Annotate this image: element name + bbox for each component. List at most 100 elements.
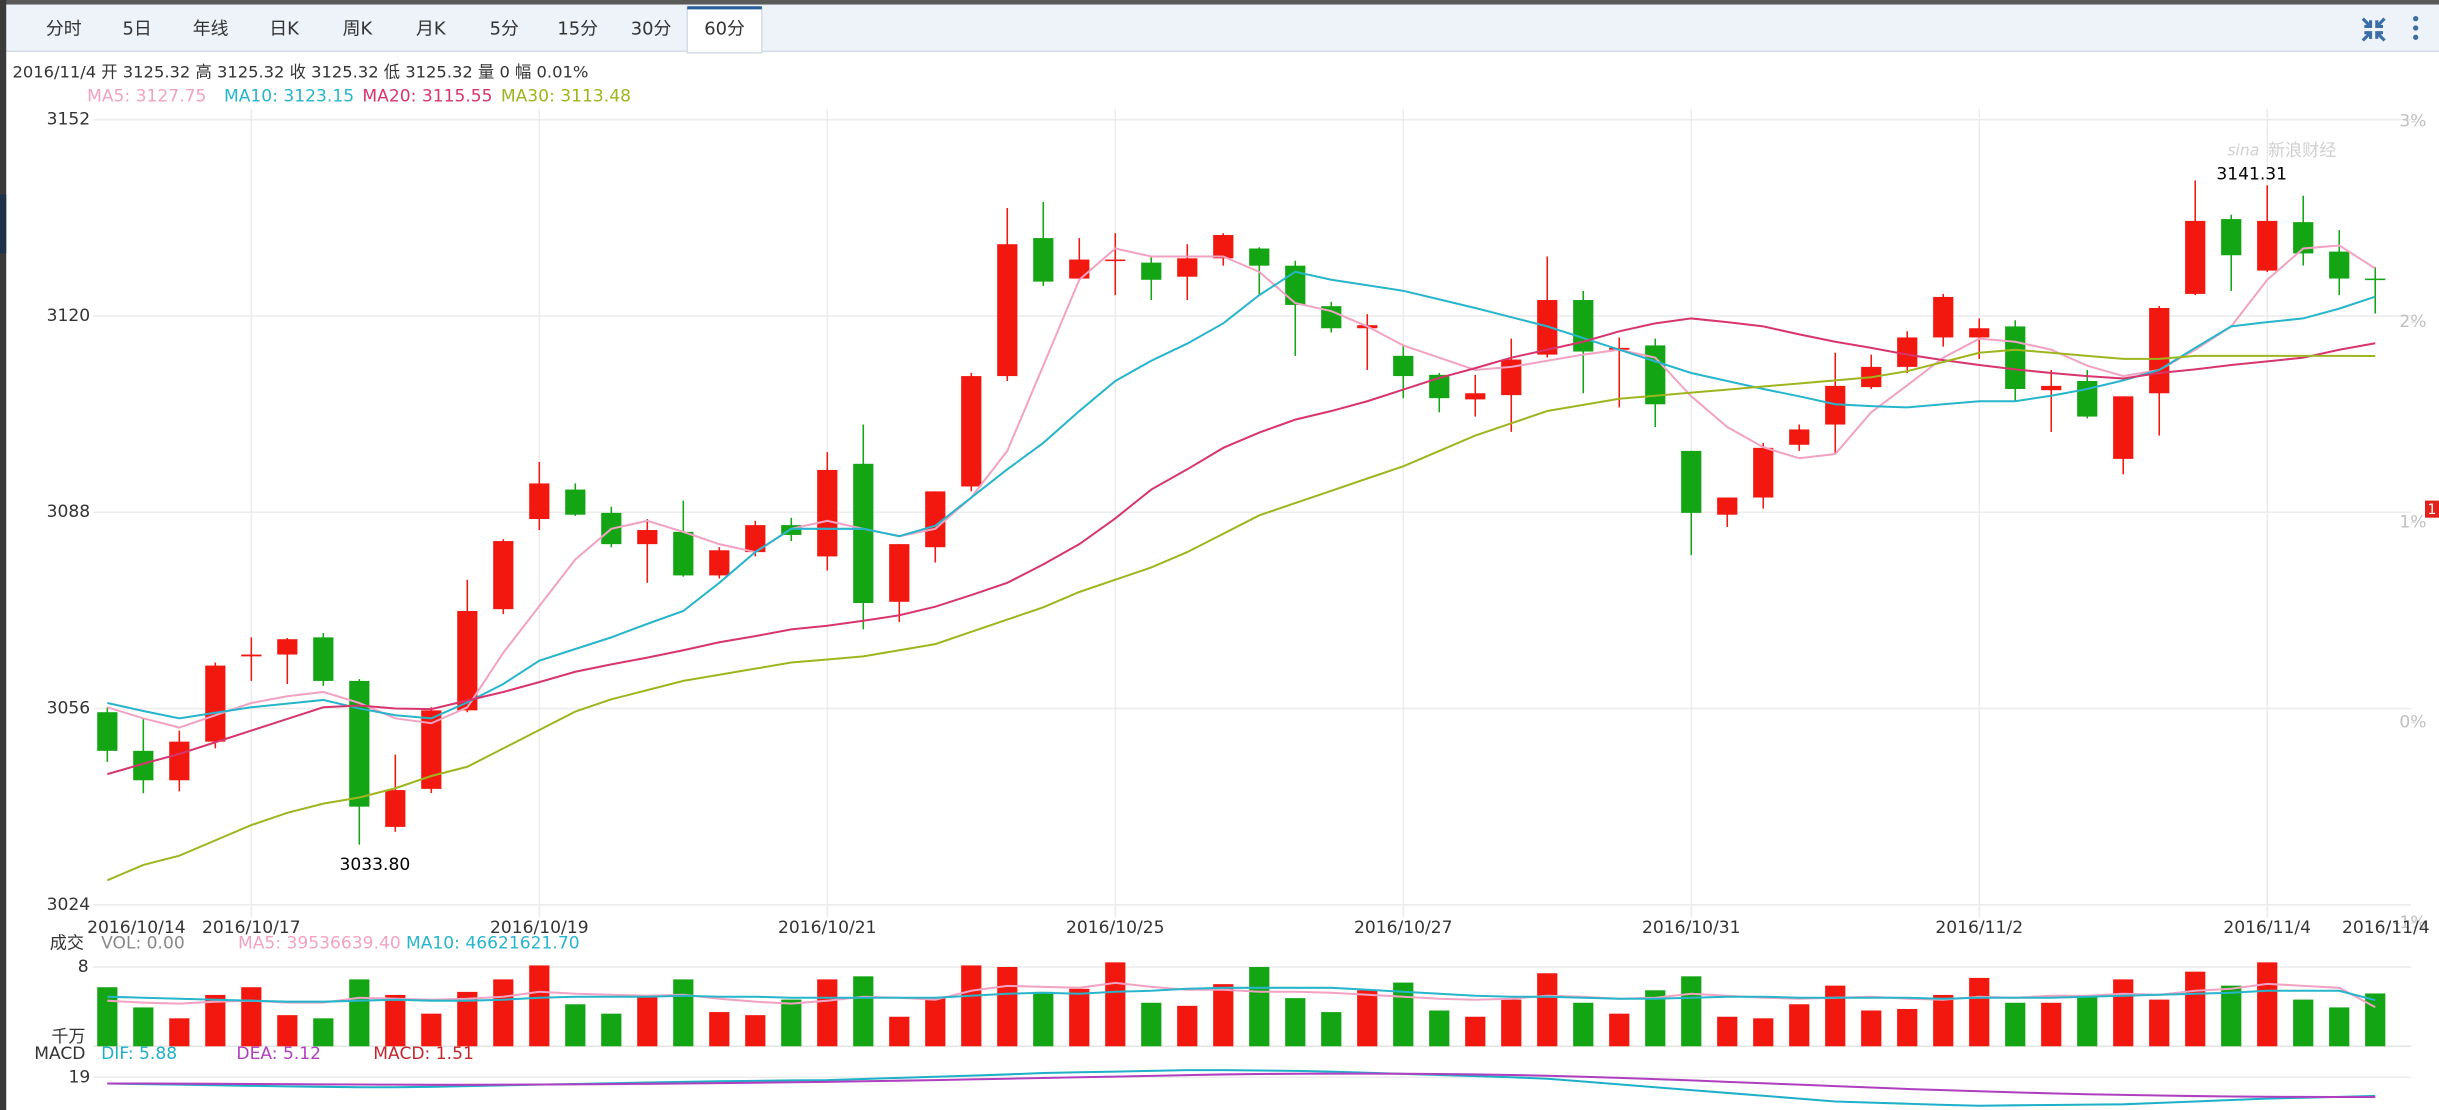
price-chart: 3024 3056 3088 3120 3152 -1% 0% 1% 2% 3% 2016/10/1… [47,86,2430,938]
tab[interactable]: 5日 [123,19,152,40]
volume-bar [2221,985,2242,1047]
tab-label: 15分 [557,19,598,40]
volume-bar [1537,973,1558,1047]
volume-bar [1393,982,1414,1047]
candle-body [313,637,334,681]
candle-body [97,712,118,751]
candle-body [781,525,802,535]
volume-bar [1789,1004,1810,1047]
candle-body [133,750,154,781]
tab-bar [0,4,2439,52]
candle-body [1429,374,1450,399]
candle-body [1105,259,1126,262]
tab[interactable]: 月K [416,19,447,40]
tab-label: 日K [269,19,300,40]
candle-body [673,531,694,576]
volume-bar [241,987,262,1047]
candle-body [1897,337,1918,367]
tab[interactable]: 周K [343,19,374,40]
candle-body [565,489,586,515]
candle-body [997,244,1018,377]
volume-bar [817,979,838,1047]
candle-body [2185,220,2206,294]
y-tick-label: 3024 [47,895,91,915]
volume-bar [2293,999,2314,1047]
icon-part [2375,31,2386,42]
y2-tick-label: 1% [2399,512,2426,532]
volume-bar [1969,977,1990,1047]
volume-bar [1321,1012,1342,1047]
volume-bar [421,1013,442,1047]
tab[interactable]: 30分 [631,19,672,40]
menu-icon[interactable] [2413,16,2419,40]
tab-active-bg [686,6,763,54]
tab[interactable]: 年线 [193,19,229,40]
candle-body [2005,326,2026,389]
volume-bar [1105,962,1126,1047]
candle-body [745,525,766,553]
volume-bar [781,999,802,1047]
volume-bar [1897,1009,1918,1047]
tab[interactable]: 日K [269,19,300,40]
icon-part [2375,17,2386,28]
tab-label: 5分 [490,19,519,40]
volume-bar [1069,988,1090,1047]
series-line [107,1072,2376,1099]
volume-bar [313,1018,334,1047]
candle-body [1393,355,1414,377]
candle-body [1681,450,1702,513]
volume-bar [1213,984,1234,1047]
y-tick-label: 19 [68,1067,90,1087]
tab-label: 周K [343,19,374,40]
candle-body [1213,235,1234,259]
candle-body [1249,248,1270,266]
fullscreen-icon[interactable] [2361,17,2386,42]
legend-entry: MA20: 3115.55 [362,86,492,106]
candle-body [961,376,982,487]
plots: 3024 3056 3088 3120 3152 -1% 0% 1% 2% 3% 2016/10/1… [34,86,2430,1107]
candle-body [925,491,946,548]
y2-tick-label: -1% [2393,913,2426,933]
volume-chart: 成交 VOL: 0.00 千万 8 MA5: 39536639.40 MA10: 4662… [50,934,2412,1048]
candle-body [2365,278,2386,281]
volume-bar [277,1015,298,1047]
volume-bar [745,1015,766,1047]
y-tick-label: 3120 [47,306,91,326]
volume-bar [169,1018,190,1047]
candle-body [889,544,910,602]
volume-bar [349,979,370,1047]
tab[interactable]: 5分 [490,19,519,40]
high-label: 3141.31 [2216,164,2287,184]
candle-body [817,469,838,557]
volume-bar [529,965,550,1047]
candle-body [529,483,550,519]
x-tick-label: 2016/10/19 [490,918,589,938]
candle-body [1753,447,1774,498]
x-tick-label: 2016/11/2 [1935,918,2023,938]
legend-entry: MACD: 1.51 [373,1044,474,1064]
tab[interactable]: 15分 [557,19,598,40]
tab[interactable]: 分时 [46,19,82,40]
macd-chart: MACD 19 DIF: 5.88 DEA: 5.12 MACD: 1.51 [34,1044,2412,1107]
volume-bar [2185,971,2206,1047]
tab-label: 年线 [193,19,229,40]
x-tick-label: 2016/10/31 [1642,918,1741,938]
watermark-logo: sina [2227,141,2259,159]
legend-entry: DIF: 5.88 [101,1044,177,1064]
candle-body [2041,385,2062,391]
volume-bar [1141,1002,1162,1047]
volume-bar [565,1004,586,1047]
volume-bar [457,991,478,1047]
volume-bar [1681,976,1702,1047]
candle-body [421,710,442,789]
candle-body [241,654,262,657]
y-tick-label: 3056 [47,699,91,719]
tab-label: 月K [416,19,447,40]
volume-bar [1753,1018,1774,1047]
volume-bar [997,967,1018,1047]
volume-bar [1465,1016,1486,1047]
tab[interactable]: 60分 [686,6,763,54]
candle-body [2221,219,2242,256]
